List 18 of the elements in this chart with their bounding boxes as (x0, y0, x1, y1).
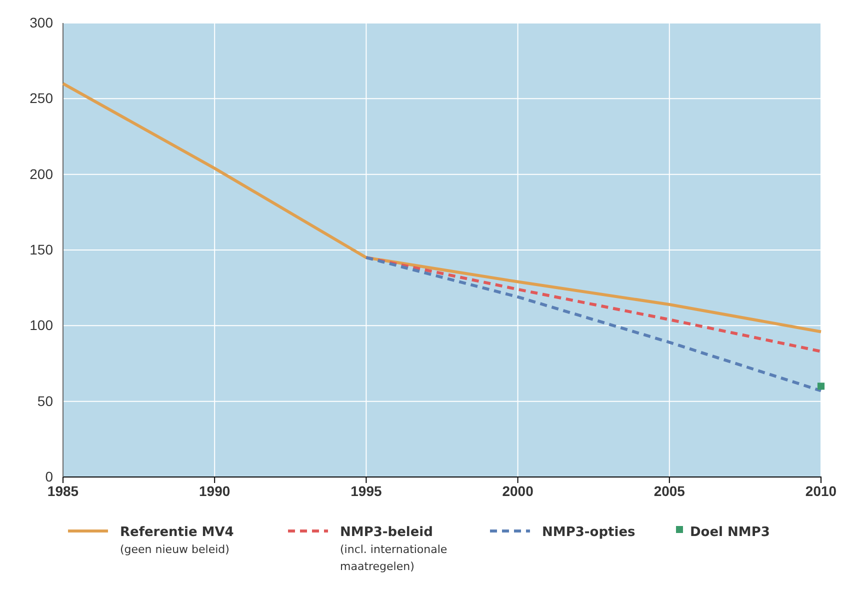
y-tick-label: 250 (30, 90, 54, 106)
y-tick-label: 50 (37, 392, 54, 409)
y-tick-label: 300 (30, 14, 54, 30)
legend-label: NMP3-beleid (incl. internationale maatregelen) (340, 525, 448, 573)
x-tick-label: 1990 (199, 482, 230, 499)
y-tick-label: 200 (30, 166, 54, 182)
x-tick-label: 1995 (350, 482, 382, 499)
y-tick-label: 0 (45, 468, 54, 484)
legend-label: Referentie MV4 (geen nieuw beleid) (120, 525, 234, 556)
x-tick-label: 2005 (654, 482, 686, 499)
x-tick-label: 2000 (502, 482, 534, 499)
y-tick-label: 100 (30, 317, 54, 334)
legend-label: Doel NMP3 (690, 525, 770, 540)
x-tick-label: 1985 (47, 482, 79, 499)
y-tick-label: 150 (30, 241, 54, 258)
x-tick-label: 2010 (805, 482, 837, 499)
line-series (62, 82, 822, 334)
legend-label: NMP3-opties (542, 525, 636, 540)
